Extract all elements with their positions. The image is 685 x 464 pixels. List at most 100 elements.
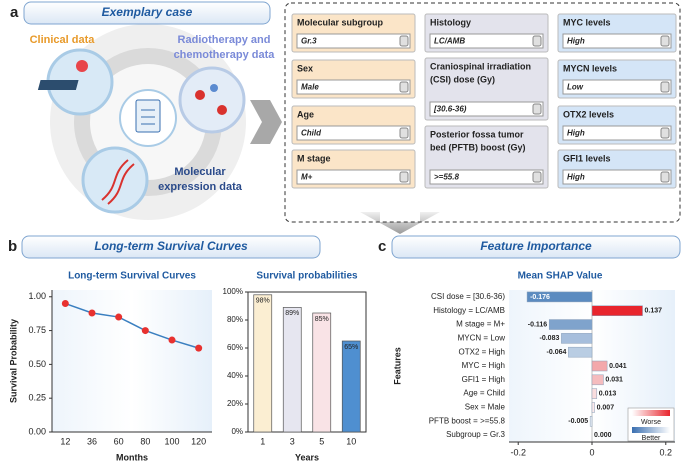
field-input: [296, 125, 411, 141]
value-label: 0.007: [597, 404, 615, 411]
value-label: -0.005: [568, 418, 588, 425]
field-input: [429, 101, 544, 117]
category-label: M stage = M+: [456, 320, 505, 329]
spinner[interactable]: [532, 171, 542, 183]
category-label: Sex = Male: [465, 403, 506, 412]
bar: [589, 416, 593, 427]
decor: [37, 2, 681, 234]
field-input: [296, 79, 411, 95]
value-label: -0.176: [530, 294, 550, 301]
field-value: LC/AMB: [434, 37, 465, 46]
bar: [561, 333, 593, 344]
point: [141, 327, 149, 335]
legend-label: Better: [642, 435, 661, 442]
x-tick-label: 60: [114, 436, 124, 446]
chart-title: Mean SHAP Value: [518, 271, 603, 282]
spinner[interactable]: [399, 171, 409, 183]
field-value: [30.6-36): [433, 105, 467, 114]
value-label: 0.000: [594, 432, 612, 439]
field-label: Craniospinal irradiation: [430, 61, 531, 71]
field-value: Gr.3: [301, 37, 317, 46]
panel-header-box: [21, 235, 321, 259]
field-value: High: [567, 173, 585, 182]
category-label: Age = Child: [463, 389, 505, 398]
source-label: Molecular: [174, 166, 226, 178]
field-label: Molecular subgroup: [297, 17, 384, 27]
spinner[interactable]: [399, 35, 409, 47]
value-label: 0.137: [645, 308, 663, 315]
field-input: [562, 33, 672, 49]
field-label: (CSI) dose (Gy): [430, 74, 495, 84]
y-axis-label: Features: [392, 347, 402, 385]
spinner[interactable]: [399, 81, 409, 93]
field-value: >=55.8: [434, 173, 459, 182]
bar: [341, 340, 361, 433]
spinner[interactable]: [660, 127, 670, 139]
source-label: Radiotherapy and: [178, 34, 271, 46]
panel-letter: a: [10, 4, 19, 21]
bar: [591, 305, 643, 316]
field-label: GFI1 levels: [563, 153, 611, 163]
category-label: CSI dose = [30.6-36): [431, 292, 505, 301]
panel-header: Long-term Survival Curves: [94, 239, 248, 253]
y-tick-label: 0%: [231, 427, 243, 436]
bar: [282, 307, 302, 433]
field-label: bed (PFTB) boost (Gy): [430, 142, 526, 152]
category-label: Histology = LC/AMB: [433, 306, 505, 315]
x-tick-label: 1: [260, 436, 265, 446]
point: [168, 336, 176, 344]
field-input: [562, 79, 672, 95]
bar: [591, 374, 604, 386]
spinner[interactable]: [532, 35, 542, 47]
field-input: [429, 33, 544, 49]
legend-swatch: [632, 427, 670, 433]
field-value: High: [567, 129, 585, 138]
source-label: expression data: [158, 181, 243, 193]
value-label: 0.031: [605, 377, 623, 384]
chart-title: Survival probabilities: [256, 271, 358, 282]
point: [88, 309, 96, 317]
spinner[interactable]: [660, 35, 670, 47]
legend-swatch: [632, 410, 670, 416]
panel-header-box: [23, 1, 271, 25]
spinner[interactable]: [532, 103, 542, 115]
field-value: Child: [301, 129, 322, 138]
field-input: [296, 33, 411, 49]
category-label: PFTB boost = >=55.8: [429, 416, 506, 425]
x-tick-label: 36: [87, 436, 97, 446]
value-label: 98%: [256, 298, 270, 305]
spinner[interactable]: [660, 171, 670, 183]
field-input: [562, 169, 672, 185]
field-label: MYC levels: [563, 17, 611, 27]
value-label: 89%: [285, 310, 299, 317]
field-label: Histology: [430, 17, 471, 27]
field-label: M stage: [297, 153, 331, 163]
x-tick-label: 120: [191, 436, 206, 446]
spinner[interactable]: [399, 127, 409, 139]
x-tick-label: 10: [346, 436, 356, 446]
y-tick-label: 0.50: [28, 359, 46, 369]
x-axis-label: Months: [116, 452, 148, 462]
spinner[interactable]: [660, 81, 670, 93]
value-label: 85%: [315, 316, 329, 323]
x-tick-label: 3: [290, 436, 295, 446]
field-input: [296, 169, 411, 185]
panel-header: Feature Importance: [480, 239, 592, 253]
panel-letter: b: [8, 238, 17, 255]
category-label: Subgroup = Gr.3: [446, 430, 505, 439]
x-tick-label: 0.2: [660, 447, 673, 457]
category-label: MYC = High: [462, 361, 505, 370]
y-tick-label: 60%: [227, 343, 243, 352]
field-value: Male: [301, 83, 319, 92]
point: [195, 344, 203, 352]
y-tick-label: 100%: [223, 287, 243, 296]
y-tick-label: 0.00: [28, 426, 46, 436]
plot-bg: [52, 290, 212, 432]
x-tick-label: 12: [60, 436, 70, 446]
field-label: Sex: [297, 63, 313, 73]
value-label: 65%: [344, 344, 358, 351]
field-value: High: [567, 37, 585, 46]
bar: [526, 291, 593, 303]
panel-header-box: [391, 235, 681, 259]
